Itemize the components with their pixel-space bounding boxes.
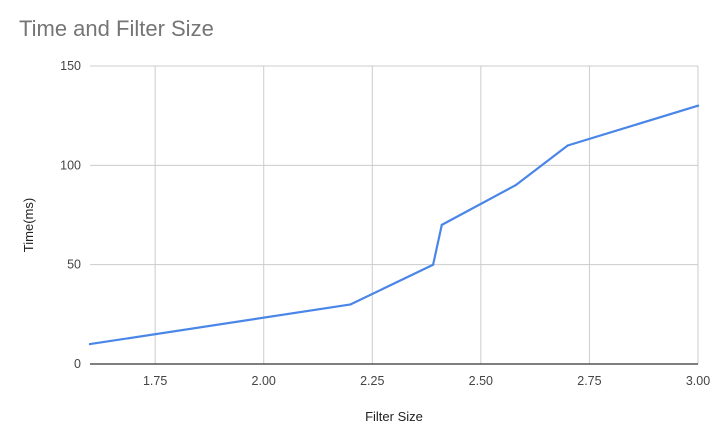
series-lines — [88, 104, 700, 346]
y-tick-label: 100 — [60, 158, 81, 172]
data-point — [514, 184, 517, 187]
x-tick-label: 2.50 — [469, 374, 493, 388]
x-tick-label: 2.00 — [252, 374, 276, 388]
data-point — [88, 343, 92, 346]
data-point — [566, 144, 569, 147]
x-tick-label: 2.75 — [577, 374, 601, 388]
x-axis-label: Filter Size — [365, 409, 423, 424]
chart-title: Time and Filter Size — [19, 16, 214, 41]
y-tick-label: 0 — [74, 357, 81, 371]
y-tick-label: 50 — [67, 258, 81, 272]
data-point — [431, 263, 435, 266]
x-tick-label: 1.75 — [143, 374, 167, 388]
tick-labels: 0 50 100 150 1.75 2.00 2.25 2.50 2.75 3.00 — [60, 59, 710, 388]
x-tick-label: 3.00 — [686, 374, 710, 388]
y-tick-label: 150 — [60, 59, 81, 73]
data-point — [440, 223, 443, 227]
grid-lines — [90, 65, 699, 364]
data-point — [349, 303, 352, 306]
y-axis-label: Time(ms) — [21, 198, 36, 252]
series-line — [88, 104, 700, 346]
data-point — [696, 104, 700, 107]
x-tick-label: 2.25 — [360, 374, 384, 388]
